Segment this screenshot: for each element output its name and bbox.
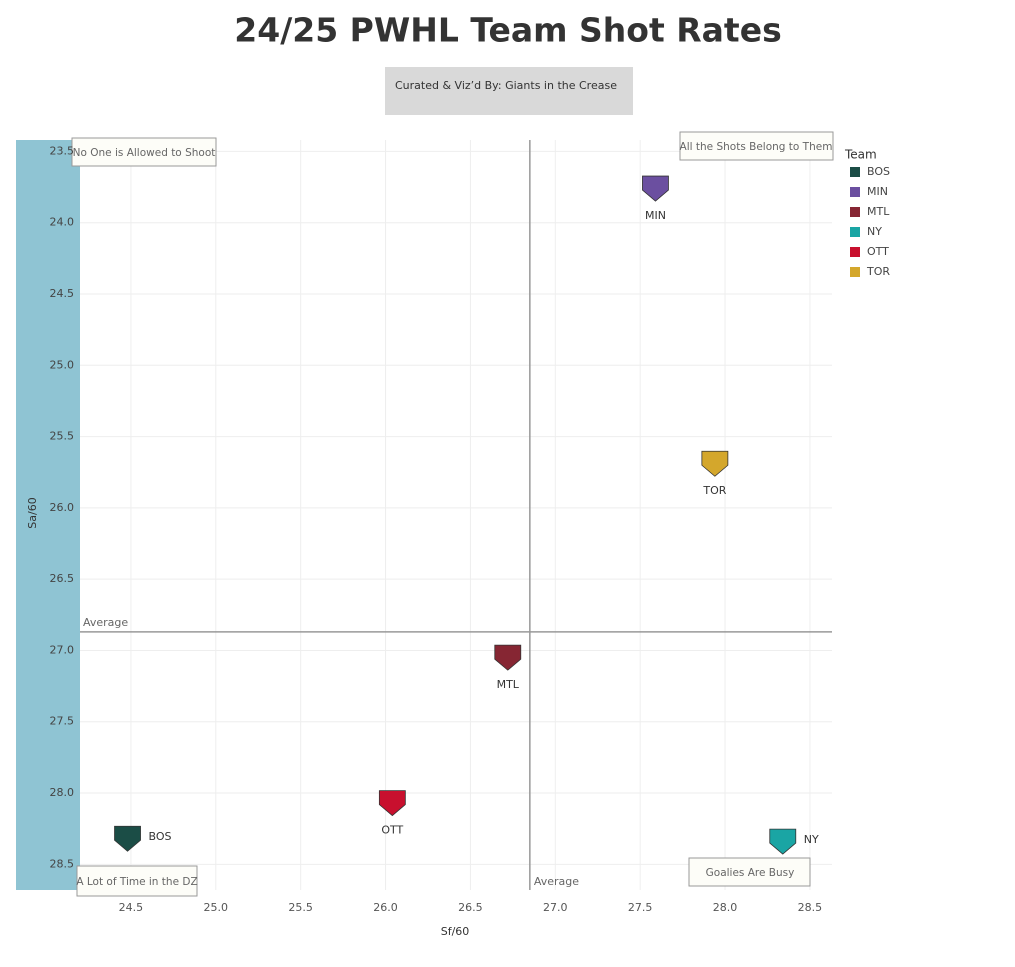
x-tick-label: 27.0 <box>543 901 568 914</box>
plot <box>80 140 832 890</box>
average-label: Average <box>83 616 128 629</box>
annotation-box <box>679 131 834 161</box>
y-tick-label: 25.5 <box>50 430 75 443</box>
x-tick-label: 25.5 <box>288 901 313 914</box>
axis-band <box>16 140 80 890</box>
legend-swatch <box>850 247 860 257</box>
subtitle-box <box>385 67 633 115</box>
y-tick-label: 26.5 <box>50 572 75 585</box>
legend-title: Team <box>844 148 877 162</box>
chart-title: 24/25 PWHL Team Shot Rates <box>234 11 781 50</box>
legend-swatch <box>850 207 860 217</box>
team-label: MTL <box>497 678 520 691</box>
annotation-box <box>688 857 811 887</box>
annotation-box <box>76 865 198 897</box>
team-marker <box>378 790 406 817</box>
legend-label: BOS <box>867 165 890 178</box>
annotation: All the Shots Belong to Them <box>680 141 833 153</box>
annotation-box <box>71 137 217 167</box>
y-tick-label: 28.5 <box>50 857 75 870</box>
x-tick-label: 25.0 <box>204 901 229 914</box>
legend-label: OTT <box>867 245 889 258</box>
x-tick-label: 26.0 <box>373 901 398 914</box>
y-tick-label: 25.0 <box>50 358 75 371</box>
legend-label: NY <box>867 225 882 238</box>
x-tick-label: 27.5 <box>628 901 653 914</box>
team-label: NY <box>804 833 819 846</box>
y-axis-label: Sa/60 <box>26 497 39 528</box>
legend-label: TOR <box>866 265 890 278</box>
legend-swatch <box>850 267 860 277</box>
legend-label: MTL <box>867 205 890 218</box>
y-tick-label: 27.5 <box>50 715 75 728</box>
subtitle: Curated & Viz’d By: Giants in the Crease <box>395 79 617 92</box>
team-label: BOS <box>149 830 172 843</box>
legend-swatch <box>850 167 860 177</box>
team-marker <box>642 175 669 202</box>
y-tick-label: 26.0 <box>50 501 75 514</box>
annotation: No One is Allowed to Shoot <box>73 147 216 159</box>
annotation: Goalies Are Busy <box>706 867 795 879</box>
y-tick-label: 24.5 <box>50 287 75 300</box>
legend-swatch <box>850 227 860 237</box>
y-tick-label: 23.5 <box>50 144 75 157</box>
x-tick-label: 24.5 <box>119 901 144 914</box>
x-tick-label: 28.0 <box>713 901 738 914</box>
x-tick-label: 26.5 <box>458 901 483 914</box>
y-tick-label: 28.0 <box>50 786 75 799</box>
team-marker <box>701 450 729 477</box>
y-tick-label: 27.0 <box>50 643 75 656</box>
team-marker <box>114 825 141 852</box>
legend-label: MIN <box>867 185 888 198</box>
team-label: TOR <box>702 484 726 497</box>
annotation: A Lot of Time in the DZ <box>76 876 197 888</box>
team-label: MIN <box>645 209 666 222</box>
team-label: OTT <box>381 824 403 837</box>
x-axis-label: Sf/60 <box>441 925 470 938</box>
team-marker <box>494 644 522 671</box>
x-tick-label: 28.5 <box>798 901 823 914</box>
team-marker <box>769 828 797 855</box>
legend-swatch <box>850 187 860 197</box>
average-label: Average <box>534 875 579 888</box>
y-tick-label: 24.0 <box>50 216 75 229</box>
